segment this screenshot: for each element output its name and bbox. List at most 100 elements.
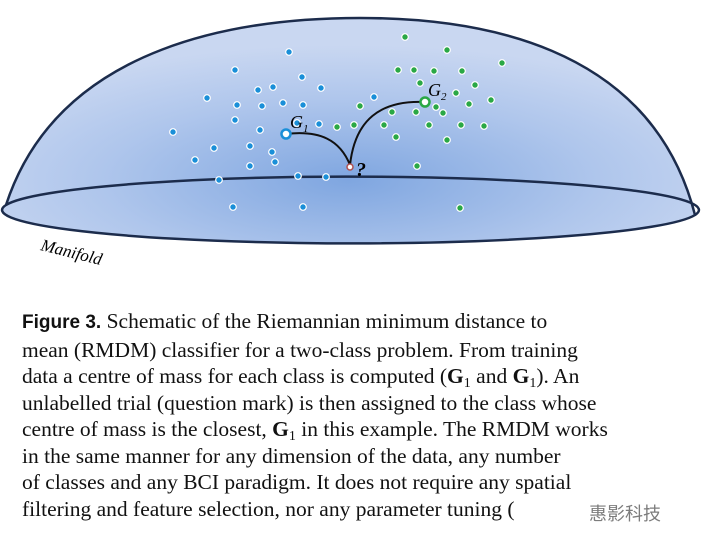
caption-text: filtering and feature selection, nor any… — [22, 496, 515, 521]
sample-dot — [456, 204, 464, 212]
sample-dot — [317, 84, 325, 92]
sample-dot — [231, 116, 239, 124]
caption-line: filtering and feature selection, nor any… — [22, 496, 712, 523]
manifold-rim — [5, 175, 701, 217]
sample-dot — [425, 121, 433, 129]
sample-dot — [480, 122, 488, 130]
sample-dot — [401, 33, 409, 41]
caption-text: Schematic of the Riemannian minimum dist… — [101, 309, 548, 333]
sample-dot — [394, 66, 402, 74]
sample-dot — [322, 173, 330, 181]
manifold-label: Manifold — [38, 235, 105, 269]
sample-dot — [412, 108, 420, 116]
centroid-g2 — [419, 96, 431, 108]
sample-dot — [298, 73, 306, 81]
subscript: 1 — [529, 376, 537, 391]
watermark: 惠影科技 — [585, 500, 665, 526]
caption-line: centre of mass is the closest, G1 in thi… — [22, 416, 712, 444]
dome — [0, 16, 697, 245]
sample-dot — [203, 94, 211, 102]
sample-dot — [256, 126, 264, 134]
sample-dot — [315, 120, 323, 128]
sample-dot — [229, 203, 237, 211]
g1-letter: G — [290, 112, 303, 132]
sample-dot — [233, 101, 241, 109]
sample-dot — [210, 144, 218, 152]
centroid-g1 — [280, 128, 292, 140]
sample-dot — [258, 102, 266, 110]
sample-dot — [370, 93, 378, 101]
caption-text: unlabelled trial (question mark) is then… — [22, 390, 597, 415]
caption-line: in the same manner for any dimension of … — [22, 443, 712, 470]
sample-dot — [299, 203, 307, 211]
question-mark: ? — [356, 159, 366, 181]
sample-dot — [246, 142, 254, 150]
caption-text: data a centre of mass for each class is … — [22, 364, 448, 388]
sample-dot — [439, 109, 447, 117]
sample-dot — [410, 66, 418, 74]
caption-text: and — [470, 364, 513, 388]
sample-dot — [465, 100, 473, 108]
sample-dot — [471, 81, 479, 89]
sample-dot — [271, 158, 279, 166]
sample-dot — [458, 67, 466, 75]
symbol: G — [512, 364, 530, 388]
sample-dot — [269, 83, 277, 91]
sample-dot — [416, 79, 424, 87]
caption-line: unlabelled trial (question mark) is then… — [22, 390, 712, 417]
sample-dot — [285, 48, 293, 56]
symbol: G — [272, 417, 289, 441]
sample-dot — [430, 67, 438, 75]
sample-dot — [169, 128, 177, 136]
caption-text: centre of mass is the closest, — [22, 417, 273, 441]
sample-dot — [294, 172, 302, 180]
caption: Figure 3. Schematic of the Riemannian mi… — [22, 308, 712, 522]
sample-dot — [443, 136, 451, 144]
sample-dot — [293, 119, 301, 127]
sample-dot — [333, 123, 341, 131]
caption-text: in this example. The RMDM works — [295, 417, 608, 441]
sample-dot — [413, 162, 421, 170]
caption-text: of classes and any BCI paradigm. It does… — [22, 470, 572, 494]
g1-label: G1 — [290, 112, 309, 135]
sample-dot — [432, 103, 440, 111]
dots — [169, 33, 506, 212]
caption-line: of classes and any BCI paradigm. It does… — [22, 469, 712, 496]
geodesic — [349, 100, 426, 166]
subscript: 1 — [463, 376, 471, 391]
sample-dot — [388, 108, 396, 116]
caption-text: ). An — [536, 364, 580, 388]
g2-sub: 2 — [441, 91, 447, 103]
sample-dot — [215, 176, 223, 184]
caption-text: mean (RMDM) classifier for a two-class p… — [22, 337, 578, 362]
g2-label: G2 — [428, 80, 447, 103]
manifold-figure: G1 G2 ? Manifold — [0, 16, 701, 269]
caption-label: Figure 3. — [22, 312, 102, 333]
sample-dot — [191, 156, 199, 164]
subscript: 1 — [288, 429, 296, 444]
caption-line: data a centre of mass for each class is … — [22, 363, 712, 391]
sample-dot — [487, 96, 495, 104]
symbol: G — [447, 364, 464, 388]
sample-dot — [380, 121, 388, 129]
sample-dot — [299, 101, 307, 109]
geodesic — [285, 132, 351, 166]
caption-line: mean (RMDM) classifier for a two-class p… — [22, 337, 712, 364]
sample-dot — [279, 99, 287, 107]
sample-dot — [254, 86, 262, 94]
sample-dot — [452, 89, 460, 97]
sample-dot — [268, 148, 276, 156]
sample-dot — [246, 162, 254, 170]
sample-dot — [350, 121, 358, 129]
sample-dot — [457, 121, 465, 129]
caption-text: in the same manner for any dimension of … — [22, 443, 561, 468]
sample-dot — [443, 46, 451, 54]
sample-dot — [392, 133, 400, 141]
sample-dot — [498, 59, 506, 67]
sample-dot — [231, 66, 239, 74]
g1-sub: 1 — [303, 123, 309, 135]
sample-dot — [356, 102, 364, 110]
caption-line: Figure 3. Schematic of the Riemannian mi… — [22, 308, 712, 337]
g2-letter: G — [428, 80, 441, 100]
